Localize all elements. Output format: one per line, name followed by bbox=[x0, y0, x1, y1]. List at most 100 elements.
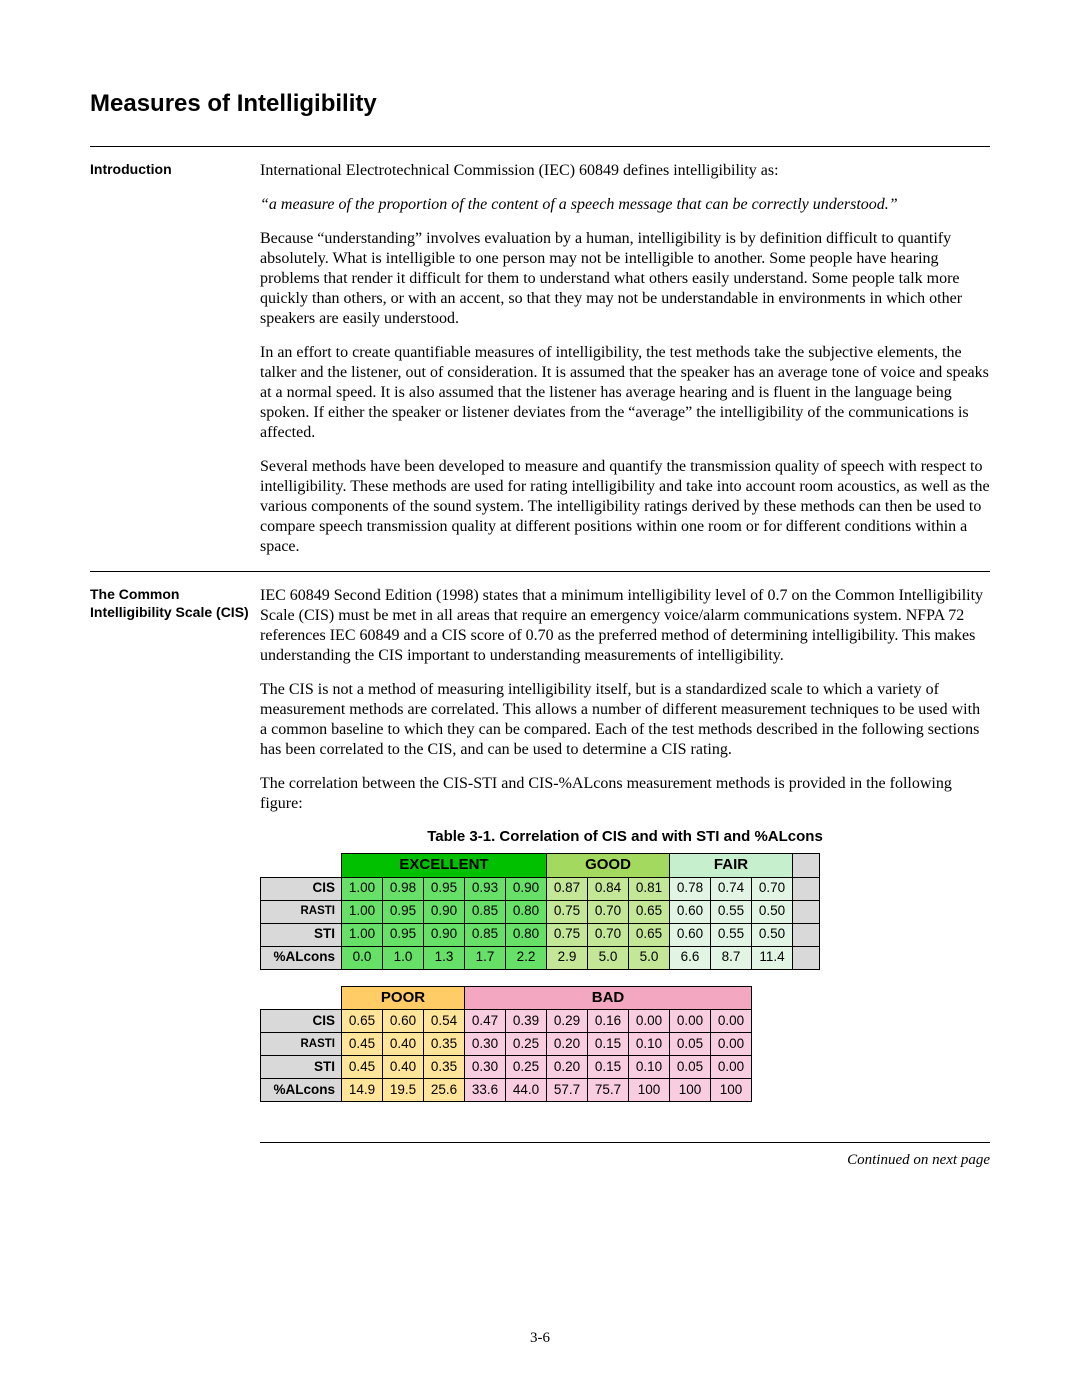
table-cell: 0.65 bbox=[629, 923, 670, 946]
table-cell: 0.78 bbox=[670, 877, 711, 900]
table-cell: 0.85 bbox=[465, 923, 506, 946]
table-cell: 0.50 bbox=[752, 900, 793, 923]
category-header: BAD bbox=[465, 986, 752, 1010]
table-cell: 0.45 bbox=[342, 1056, 383, 1079]
table-cell: 0.00 bbox=[711, 1033, 752, 1056]
table-cell: 0.54 bbox=[424, 1010, 465, 1033]
row-label: %ALcons bbox=[261, 1079, 342, 1102]
page-number: 3-6 bbox=[0, 1330, 1080, 1347]
rule-top bbox=[90, 146, 990, 147]
table-cell: 5.0 bbox=[629, 946, 670, 969]
page: Measures of Intelligibility Introduction… bbox=[0, 0, 1080, 1397]
table-cell: 0.85 bbox=[465, 900, 506, 923]
table-cell: 0.40 bbox=[383, 1056, 424, 1079]
table-cell: 0.95 bbox=[383, 923, 424, 946]
intro-p3: In an effort to create quantifiable meas… bbox=[260, 343, 990, 443]
table-cell: 0.15 bbox=[588, 1033, 629, 1056]
intro-p2: Because “understanding” involves evaluat… bbox=[260, 229, 990, 329]
table-cell: 0.70 bbox=[752, 877, 793, 900]
table-cell: 0.05 bbox=[670, 1056, 711, 1079]
table-cell: 0.47 bbox=[465, 1010, 506, 1033]
table-cell: 1.7 bbox=[465, 946, 506, 969]
table-cell: 0.29 bbox=[547, 1010, 588, 1033]
row-label: RASTI bbox=[261, 1033, 342, 1056]
category-header: FAIR bbox=[670, 853, 793, 877]
table-cell: 0.74 bbox=[711, 877, 752, 900]
table-cell: 0.00 bbox=[629, 1010, 670, 1033]
table-cell: 1.3 bbox=[424, 946, 465, 969]
table-cell: 0.20 bbox=[547, 1033, 588, 1056]
table-cell: 0.55 bbox=[711, 900, 752, 923]
section-cis: The Common Intelligibility Scale (CIS) I… bbox=[90, 586, 990, 1170]
table-cell: 0.95 bbox=[424, 877, 465, 900]
table-cell: 75.7 bbox=[588, 1079, 629, 1102]
table-cell: 0.84 bbox=[588, 877, 629, 900]
table-cell: 33.6 bbox=[465, 1079, 506, 1102]
table-cell: 0.35 bbox=[424, 1056, 465, 1079]
table-cell: 0.0 bbox=[342, 946, 383, 969]
row-label: RASTI bbox=[261, 900, 342, 923]
table-cell: 0.81 bbox=[629, 877, 670, 900]
table-cell: 0.00 bbox=[711, 1056, 752, 1079]
table-cell: 2.2 bbox=[506, 946, 547, 969]
table-cell: 1.0 bbox=[383, 946, 424, 969]
label-introduction: Introduction bbox=[90, 161, 260, 571]
table-cell: 1.00 bbox=[342, 923, 383, 946]
table-cell: 0.60 bbox=[383, 1010, 424, 1033]
table-cell: 0.70 bbox=[588, 923, 629, 946]
table-cell: 100 bbox=[629, 1079, 670, 1102]
table-cell: 2.9 bbox=[547, 946, 588, 969]
row-label: %ALcons bbox=[261, 946, 342, 969]
continued-footer: Continued on next page bbox=[260, 1142, 990, 1170]
cis-p2: The CIS is not a method of measuring int… bbox=[260, 680, 990, 760]
intro-p4: Several methods have been developed to m… bbox=[260, 457, 990, 557]
table-cell: 0.25 bbox=[506, 1056, 547, 1079]
table-cell: 0.16 bbox=[588, 1010, 629, 1033]
table-cell: 0.40 bbox=[383, 1033, 424, 1056]
table-cell: 0.80 bbox=[506, 900, 547, 923]
table-cell: 0.45 bbox=[342, 1033, 383, 1056]
table-cell: 0.60 bbox=[670, 923, 711, 946]
table-cell: 0.00 bbox=[670, 1010, 711, 1033]
table-cell: 0.10 bbox=[629, 1056, 670, 1079]
table-cell: 0.75 bbox=[547, 923, 588, 946]
table-cell: 0.20 bbox=[547, 1056, 588, 1079]
table-cell: 0.90 bbox=[424, 900, 465, 923]
section-introduction: Introduction International Electrotechni… bbox=[90, 161, 990, 571]
table-cell: 0.65 bbox=[629, 900, 670, 923]
table-cell: 0.90 bbox=[424, 923, 465, 946]
rule-mid bbox=[90, 571, 990, 572]
table-cell: 0.10 bbox=[629, 1033, 670, 1056]
table-cell: 19.5 bbox=[383, 1079, 424, 1102]
table-cell: 0.05 bbox=[670, 1033, 711, 1056]
category-header: EXCELLENT bbox=[342, 853, 547, 877]
table-cell: 100 bbox=[711, 1079, 752, 1102]
table-cell: 0.30 bbox=[465, 1033, 506, 1056]
intro-body: International Electrotechnical Commissio… bbox=[260, 161, 990, 571]
intro-quote: “a measure of the proportion of the cont… bbox=[260, 195, 990, 215]
table-cell: 0.15 bbox=[588, 1056, 629, 1079]
table-cell: 0.87 bbox=[547, 877, 588, 900]
correlation-table-top: EXCELLENTGOODFAIRCIS1.000.980.950.930.90… bbox=[260, 853, 820, 970]
cis-p3: The correlation between the CIS-STI and … bbox=[260, 774, 990, 814]
row-label: STI bbox=[261, 1056, 342, 1079]
table-cell: 0.25 bbox=[506, 1033, 547, 1056]
table-cell: 57.7 bbox=[547, 1079, 588, 1102]
table-cell: 0.90 bbox=[506, 877, 547, 900]
table-cell: 0.50 bbox=[752, 923, 793, 946]
table-cell: 0.80 bbox=[506, 923, 547, 946]
table-caption: Table 3-1. Correlation of CIS and with S… bbox=[260, 828, 990, 847]
cis-p1: IEC 60849 Second Edition (1998) states t… bbox=[260, 586, 990, 666]
table-cell: 0.70 bbox=[588, 900, 629, 923]
table-cell: 0.55 bbox=[711, 923, 752, 946]
table-cell: 0.75 bbox=[547, 900, 588, 923]
table-cell: 0.00 bbox=[711, 1010, 752, 1033]
table-cell: 11.4 bbox=[752, 946, 793, 969]
table-cell: 1.00 bbox=[342, 877, 383, 900]
table-cell: 5.0 bbox=[588, 946, 629, 969]
table-cell: 0.39 bbox=[506, 1010, 547, 1033]
table-cell: 14.9 bbox=[342, 1079, 383, 1102]
table-cell: 100 bbox=[670, 1079, 711, 1102]
table-cell: 1.00 bbox=[342, 900, 383, 923]
table-cell: 44.0 bbox=[506, 1079, 547, 1102]
